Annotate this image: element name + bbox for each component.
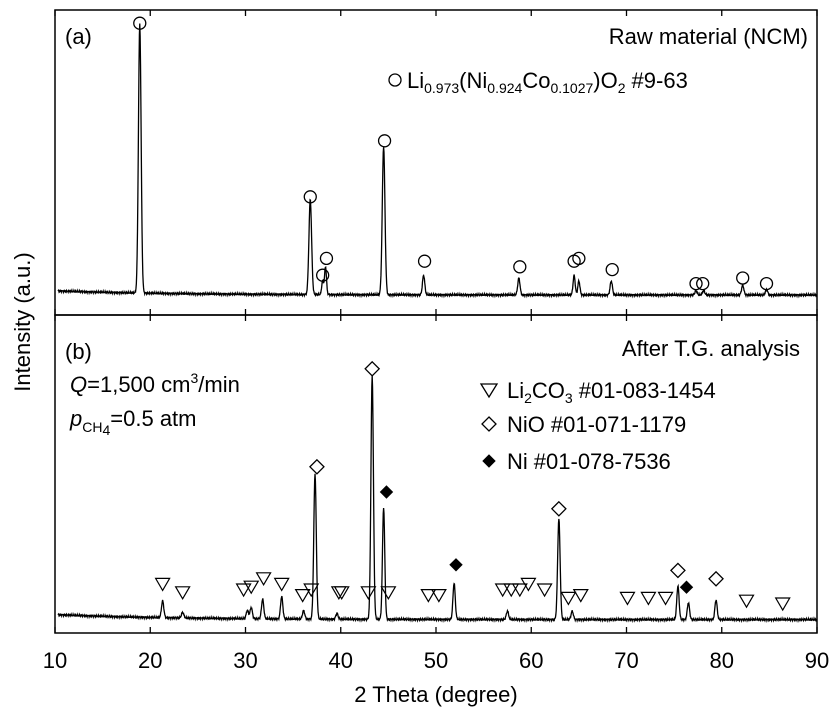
li2co3-peak-marker xyxy=(572,588,589,603)
li2co3-peak-marker xyxy=(774,597,791,612)
panel-b-legend: Li2CO3 #01-083-1454 NiO #01-071-1179 Ni #01… xyxy=(479,378,716,474)
li2co3-peak-marker xyxy=(243,580,260,595)
ncm-peak-marker xyxy=(417,254,432,268)
li2co3-peak-marker xyxy=(303,583,320,598)
ncm-peak-marker xyxy=(736,271,750,285)
legend-ncm-formula: Li0.973(Ni0.924Co0.1027)O2 #9-63 xyxy=(407,68,688,96)
li2co3-peak-marker xyxy=(154,577,171,592)
li2co3-peak-marker xyxy=(536,583,553,598)
ncm-peak-marker xyxy=(759,276,774,291)
nio-peak-marker xyxy=(550,500,567,517)
legend-nio: NiO #01-071-1179 xyxy=(507,412,686,437)
ni-peak-marker xyxy=(449,558,463,572)
xrd-series xyxy=(57,23,818,624)
ncm-peak-marker xyxy=(319,251,334,266)
legend-triangle-icon xyxy=(479,383,499,399)
panel-b-pattern-line xyxy=(57,375,818,624)
ncm-peak-marker xyxy=(316,268,330,282)
panel-b-label: (b) xyxy=(65,339,92,364)
ncm-peak-marker xyxy=(303,190,317,204)
li2co3-peak-marker xyxy=(174,586,191,600)
li2co3-peak-marker xyxy=(511,583,528,598)
legend-open-circle-icon xyxy=(388,73,402,87)
ncm-peak-marker xyxy=(377,134,392,148)
li2co3-peak-marker xyxy=(420,588,437,603)
nio-peak-marker xyxy=(708,570,724,587)
li2co3-peak-marker xyxy=(380,586,397,600)
panel-a-frame xyxy=(54,9,818,316)
flow-rate-condition: Q=1,500 cm3/min xyxy=(70,370,240,397)
pressure-condition: pCH4=0.5 atm xyxy=(69,406,197,438)
ncm-peak-marker xyxy=(513,260,527,274)
legend-li2co3: Li2CO3 #01-083-1454 xyxy=(507,378,716,406)
legend-filled-diamond-icon xyxy=(482,454,496,468)
li2co3-peak-marker xyxy=(657,591,674,606)
ncm-peak-marker xyxy=(572,251,586,266)
ni-peak-marker xyxy=(379,485,394,499)
li2co3-peak-marker xyxy=(520,577,537,592)
x-tick-label: 30 xyxy=(233,648,257,673)
li2co3-peak-marker xyxy=(255,572,272,586)
li2co3-peak-marker xyxy=(494,583,511,598)
x-tick-label: 70 xyxy=(614,648,638,673)
li2co3-peak-marker xyxy=(503,583,520,598)
panel-a-title: Raw material (NCM) xyxy=(609,24,808,49)
y-axis-label: Intensity (a.u.) xyxy=(10,252,35,391)
x-tick-label: 20 xyxy=(138,648,162,673)
li2co3-peak-marker xyxy=(273,577,290,592)
ncm-peak-marker xyxy=(605,262,619,277)
li2co3-peak-marker xyxy=(560,591,577,606)
li2co3-peak-marker xyxy=(640,591,657,606)
li2co3-peak-marker xyxy=(294,588,311,603)
ni-peak-marker xyxy=(679,580,694,594)
x-axis-ticks: 10 20 30 40 50 60 70 80 90 xyxy=(43,10,829,673)
legend-ni: Ni #01-078-7536 xyxy=(507,449,671,474)
li2co3-peak-marker xyxy=(360,586,377,600)
li2co3-peak-marker xyxy=(235,583,252,598)
x-tick-label: 80 xyxy=(710,648,734,673)
x-tick-label: 90 xyxy=(805,648,829,673)
panel-a-pattern-line xyxy=(57,23,818,299)
panel-a-legend: Li0.973(Ni0.924Co0.1027)O2 #9-63 xyxy=(388,68,688,96)
x-tick-label: 60 xyxy=(519,648,543,673)
nio-peak-marker xyxy=(670,562,686,579)
legend-open-diamond-icon xyxy=(481,416,497,432)
ncm-peak-marker xyxy=(696,276,710,291)
x-tick-label: 10 xyxy=(43,648,67,673)
panel-b-frame xyxy=(54,314,818,634)
nio-peak-marker xyxy=(309,458,325,475)
panel-a-label: (a) xyxy=(65,24,92,49)
panel-b-title: After T.G. analysis xyxy=(622,336,800,361)
x-tick-label: 40 xyxy=(329,648,353,673)
nio-peak-marker xyxy=(364,360,381,377)
li2co3-peak-marker xyxy=(619,591,636,606)
li2co3-peak-marker xyxy=(738,594,755,609)
x-tick-label: 50 xyxy=(424,648,448,673)
x-axis-label: 2 Theta (degree) xyxy=(354,682,517,707)
li2co3-peak-marker xyxy=(430,588,447,603)
peak-markers xyxy=(133,16,791,612)
ncm-peak-marker xyxy=(133,16,147,30)
ncm-peak-marker xyxy=(689,276,703,291)
li2co3-peak-marker xyxy=(333,586,350,600)
